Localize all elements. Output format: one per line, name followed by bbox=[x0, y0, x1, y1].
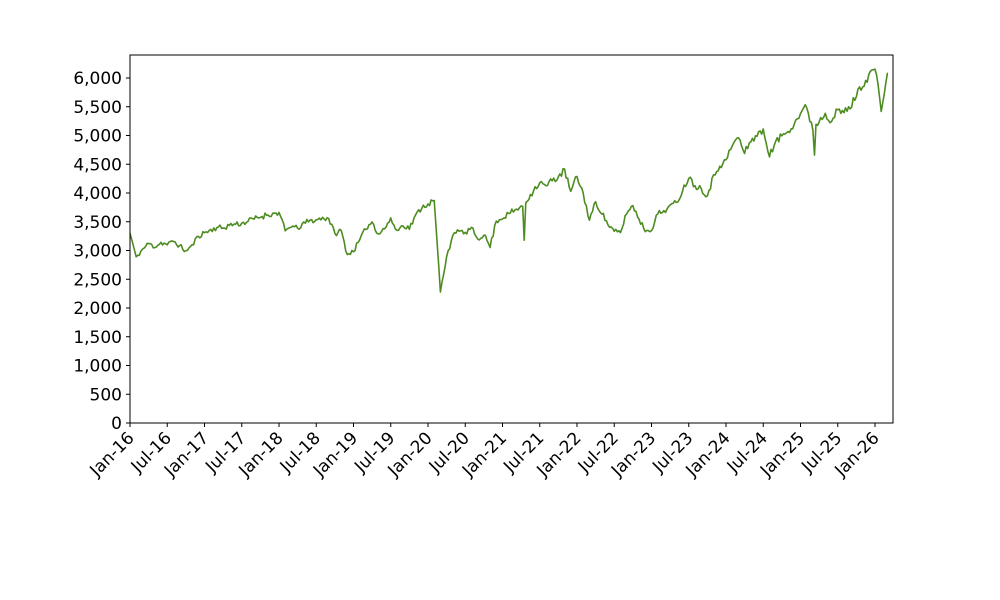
y-tick-label: 1,500 bbox=[73, 328, 122, 348]
x-tick-label: Jan-16 bbox=[86, 428, 139, 481]
plot-area bbox=[129, 54, 894, 424]
y-tick-label: 5,500 bbox=[73, 98, 122, 118]
y-tick-label: 4,500 bbox=[73, 155, 122, 175]
price-line bbox=[130, 68, 889, 293]
y-tick-label: 0 bbox=[111, 414, 122, 434]
y-tick-label: 5,000 bbox=[73, 127, 122, 147]
y-tick-label: 500 bbox=[90, 385, 122, 405]
x-axis: Jan-16Jul-16Jan-17Jul-17Jan-18Jul-18Jan-… bbox=[86, 423, 884, 481]
y-tick-label: 1,000 bbox=[73, 357, 122, 377]
y-tick-label: 2,000 bbox=[73, 299, 122, 319]
y-tick-label: 4,000 bbox=[73, 184, 122, 204]
y-axis: 0 500 1,000 1,500 2,000 2,500 3,000 3,500 4,000 4… bbox=[73, 69, 130, 434]
y-tick-label: 6,000 bbox=[73, 69, 122, 89]
y-tick-label: 2,500 bbox=[73, 270, 122, 290]
y-tick-label: 3,500 bbox=[73, 213, 122, 233]
y-tick-label: 3,000 bbox=[73, 242, 122, 262]
